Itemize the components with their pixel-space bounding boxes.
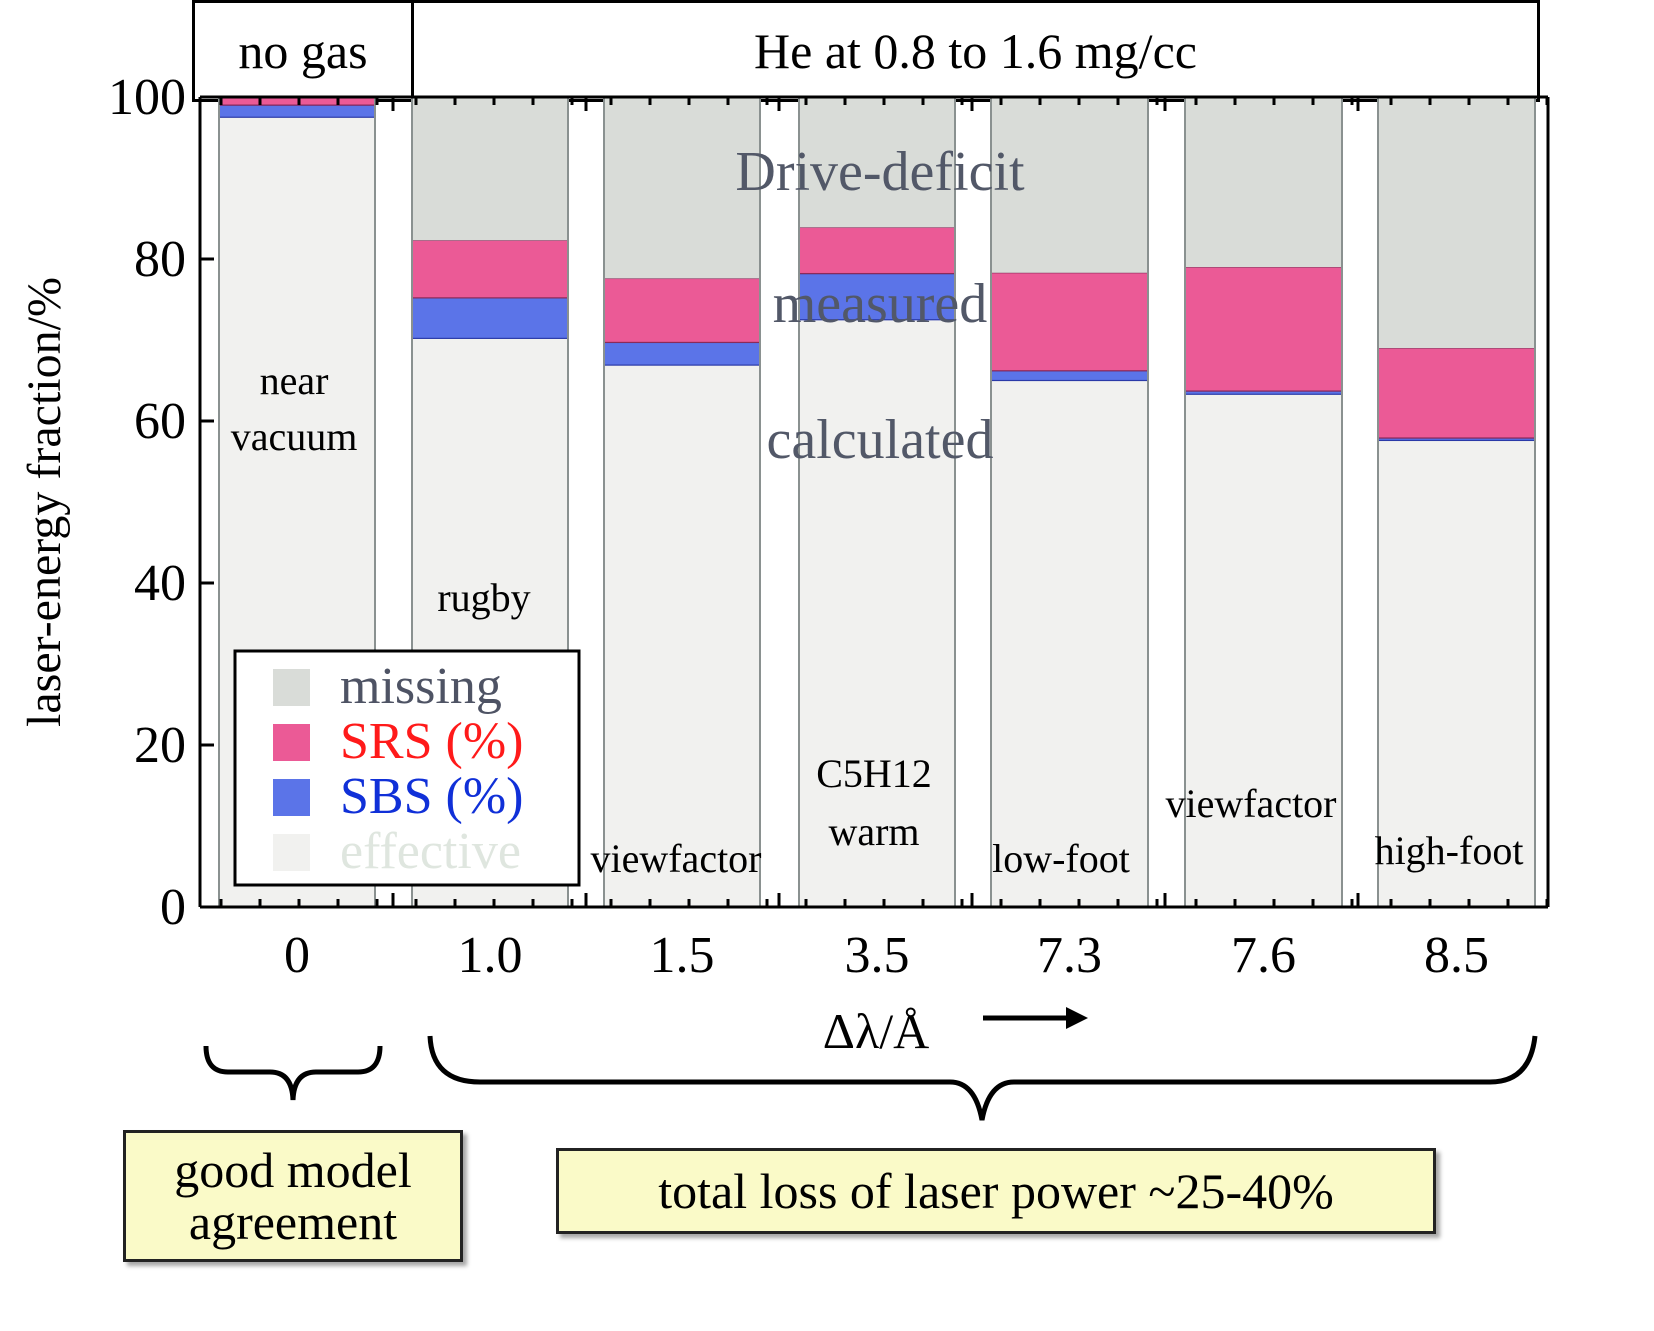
legend-entry: SBS (%)	[340, 768, 523, 825]
x-tick-label: 1.5	[650, 927, 715, 984]
bar-segment-effective	[1185, 394, 1342, 907]
bar-segment-missing	[604, 97, 760, 279]
left-brace	[203, 1045, 383, 1101]
bar-segment-missing	[1378, 97, 1535, 349]
overlay-text-group: near vacuum rugby viewfactor C5H12 warm low-fo…	[231, 141, 1524, 881]
calculated-label: calculated	[767, 409, 994, 471]
bar-segment-srs	[1377, 347, 1536, 439]
y-tick-label: 40	[134, 555, 186, 612]
bar-segment-missing	[1185, 97, 1342, 268]
bar-segment-missing	[991, 97, 1148, 273]
legend-entry: missing	[340, 658, 502, 715]
legend-swatch	[273, 834, 310, 871]
legend-swatch	[273, 724, 310, 761]
measured-label: measured	[773, 273, 988, 335]
bar-segment-missing	[799, 97, 955, 228]
good-model-agreement-note: good model agreement	[123, 1130, 463, 1262]
x-tick-label: 8.5	[1424, 927, 1489, 984]
x-tick-label: 7.6	[1231, 927, 1296, 984]
bar-caption: low-foot	[992, 836, 1130, 881]
header-no-gas: no gas	[192, 0, 414, 102]
bar-segment-srs	[990, 272, 1149, 372]
header-no-gas-label: no gas	[238, 23, 368, 79]
bar-caption: rugby	[437, 575, 530, 620]
total-loss-note: total loss of laser power ~25-40%	[556, 1148, 1436, 1234]
header-helium: He at 0.8 to 1.6 mg/cc	[411, 0, 1540, 102]
bar-segment-effective	[799, 319, 955, 907]
bar-segment-srs	[798, 226, 956, 275]
bar-segment-effective	[1378, 440, 1535, 907]
y-tick-label: 100	[108, 69, 186, 126]
bar-caption: viewfactor	[1165, 781, 1336, 826]
total-loss-text: total loss of laser power ~25-40%	[658, 1162, 1334, 1219]
legend-entry: SRS (%)	[340, 713, 523, 770]
bar-segment-sbs	[603, 341, 761, 366]
right-brace	[427, 1035, 1538, 1121]
bar-segment-srs	[1184, 266, 1343, 392]
bar-segment-sbs	[990, 370, 1149, 382]
x-tick-label: 3.5	[845, 927, 910, 984]
y-tick-label: 80	[134, 231, 186, 288]
x-tick-label: 0	[284, 927, 310, 984]
bar-caption: viewfactor	[590, 836, 761, 881]
bar-segment-sbs	[411, 297, 569, 339]
braces-group	[203, 1035, 1538, 1121]
bar-caption: vacuum	[231, 414, 358, 459]
axes-group: 0 1.0 1.5 3.5 7.3 7.6 8.5 0 20 40 60 80 100 laser-ene…	[18, 69, 1550, 1059]
bar-caption: near	[260, 358, 329, 403]
bar-segment-srs	[411, 239, 569, 299]
right-arrow-icon	[1066, 1007, 1088, 1029]
x-axis-label: Δλ/Å	[823, 1003, 929, 1059]
bar-segment-srs	[603, 277, 761, 344]
y-axis-label: laser-energy fraction/%	[18, 277, 71, 727]
y-tick-label: 60	[134, 393, 186, 450]
y-tick-label: 0	[160, 879, 186, 936]
header-helium-label: He at 0.8 to 1.6 mg/cc	[754, 23, 1197, 79]
bar-caption: warm	[828, 809, 919, 854]
drive-deficit-label: Drive-deficit	[735, 141, 1025, 203]
good-model-agreement-text: good model agreement	[174, 1141, 412, 1250]
bar-segment-sbs	[218, 104, 376, 118]
bar-segment-sbs	[798, 272, 956, 321]
bar-caption: high-foot	[1375, 828, 1524, 873]
y-tick-label: 20	[134, 717, 186, 774]
x-tick-label: 7.3	[1037, 927, 1102, 984]
legend-swatch	[273, 779, 310, 816]
bar-segment-effective	[604, 365, 760, 907]
x-tick-label: 1.0	[458, 927, 523, 984]
legend-entry: effective	[340, 823, 521, 880]
bar-segment-effective	[991, 380, 1148, 907]
bar-segment-missing	[412, 97, 568, 241]
legend-swatch	[273, 669, 310, 706]
bar-caption: C5H12	[816, 751, 932, 796]
